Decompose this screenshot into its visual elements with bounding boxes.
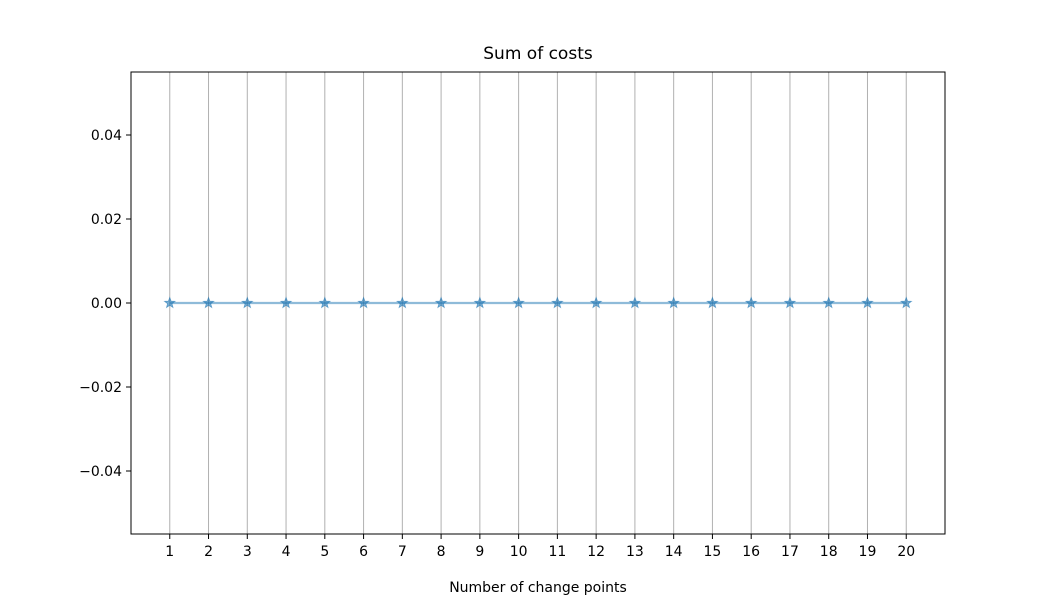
data-point <box>744 296 758 309</box>
x-tick-label: 14 <box>665 544 683 560</box>
x-tick-label: 3 <box>243 544 252 560</box>
x-tick-label: 13 <box>626 544 644 560</box>
chart-title: Sum of costs <box>483 44 593 64</box>
x-tick-label: 4 <box>282 544 291 560</box>
x-tick-label: 16 <box>742 544 760 560</box>
x-tick-label: 6 <box>359 544 368 560</box>
y-axis-ticks: −0.04 −0.02 0.00 0.02 0.04 <box>79 128 131 480</box>
data-point <box>357 296 370 309</box>
y-tick-label: 0.04 <box>91 128 122 144</box>
x-tick-label: 2 <box>204 544 213 560</box>
data-point <box>279 296 293 309</box>
x-tick-label: 17 <box>781 544 799 560</box>
data-point <box>512 296 525 309</box>
data-point <box>473 296 487 309</box>
data-point <box>240 296 254 309</box>
x-tick-label: 18 <box>820 544 838 560</box>
x-tick-label: 20 <box>897 544 915 560</box>
x-tick-label: 5 <box>320 544 329 560</box>
x-axis-title: Number of change points <box>449 580 627 596</box>
x-tick-label: 9 <box>475 544 484 560</box>
x-axis-ticks: 1 2 3 4 5 6 7 8 9 10 11 12 13 14 15 16 17 18 19 20 <box>165 534 915 560</box>
data-point <box>202 296 215 309</box>
y-tick-label: −0.04 <box>79 464 122 480</box>
data-point <box>783 296 797 309</box>
y-tick-label: 0.02 <box>91 212 122 228</box>
y-tick-label: 0.00 <box>91 296 122 312</box>
data-point <box>551 296 564 309</box>
x-tick-label: 7 <box>398 544 407 560</box>
data-point <box>318 296 332 309</box>
data-point <box>163 296 177 309</box>
data-point <box>589 296 603 309</box>
x-tick-label: 8 <box>437 544 446 560</box>
series-layer <box>163 296 913 309</box>
x-tick-label: 15 <box>704 544 722 560</box>
data-point <box>899 296 913 309</box>
x-tick-label: 19 <box>859 544 877 560</box>
data-point <box>706 296 719 309</box>
data-point <box>667 296 680 309</box>
data-point <box>396 296 409 309</box>
data-point <box>628 296 642 309</box>
x-tick-label: 10 <box>510 544 528 560</box>
data-point <box>861 296 874 309</box>
data-point <box>822 296 836 309</box>
x-tick-label: 12 <box>587 544 605 560</box>
data-point <box>434 296 448 309</box>
y-tick-label: −0.02 <box>79 380 122 396</box>
x-tick-label: 1 <box>165 544 174 560</box>
x-tick-label: 11 <box>548 544 566 560</box>
